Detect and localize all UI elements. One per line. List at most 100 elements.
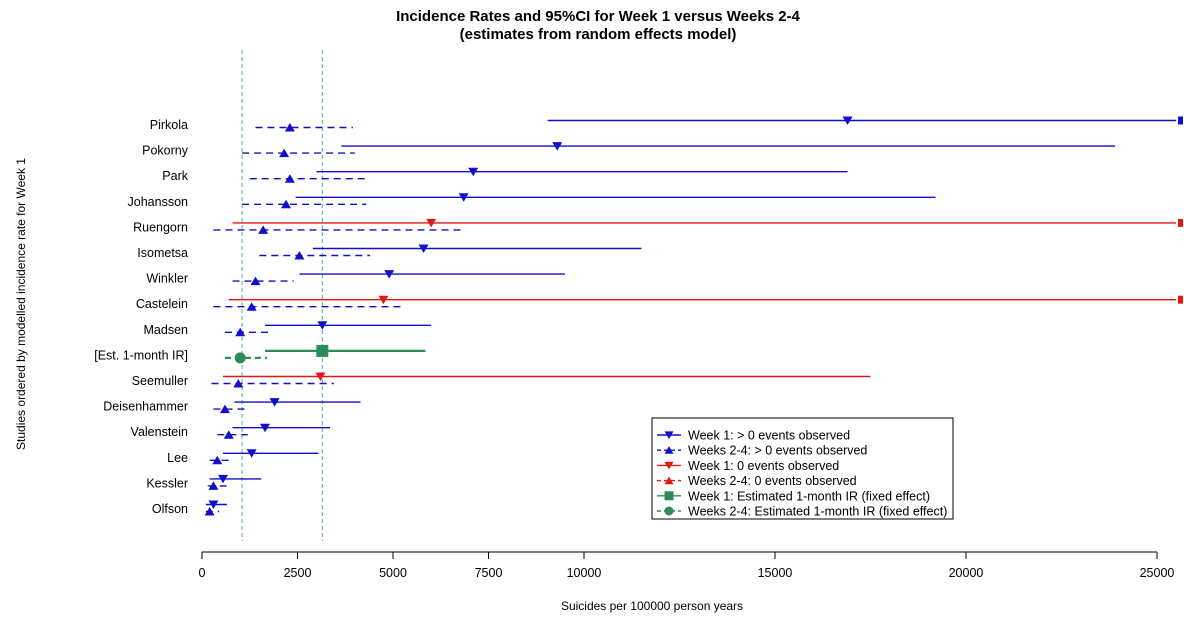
study-row [213, 295, 1183, 311]
legend-marker [664, 476, 674, 485]
study-label: Pokorny [142, 144, 189, 158]
weeks24-estimate-point [234, 352, 246, 364]
study-label: Pirkola [150, 118, 188, 132]
legend-entry: Week 1: > 0 events observed [657, 429, 850, 443]
week1-estimate-point [468, 167, 479, 177]
legend-label: Weeks 2-4: 0 events observed [688, 474, 857, 488]
week1-estimate-point [269, 398, 280, 407]
weeks24-estimate-point [294, 251, 305, 260]
legend-entry: Weeks 2-4: 0 events observed [657, 474, 857, 488]
x-axis-label: Suicides per 100000 person years [561, 599, 743, 613]
chart-subtitle: (estimates from random effects model) [460, 26, 737, 43]
legend-label: Week 1: 0 events observed [688, 459, 839, 473]
study-row [211, 372, 871, 388]
legend-marker [664, 506, 674, 516]
week1-estimate-point [315, 372, 326, 381]
study-label: Ruengorn [133, 220, 188, 234]
study-label: Johansson [128, 195, 189, 209]
reference-lines [241, 50, 323, 541]
week1-estimate-point [418, 244, 429, 253]
study-row [224, 321, 432, 337]
legend-marker [664, 491, 674, 501]
study-label: Seemuller [132, 374, 188, 388]
study-row [232, 270, 565, 286]
x-tick-label: 2500 [284, 566, 312, 580]
weeks24-estimate-point [250, 276, 261, 286]
y-axis-label: Studies ordered by modelled incidence ra… [14, 158, 28, 450]
study-label: Olfson [152, 502, 188, 516]
legend-marker [664, 461, 674, 470]
weeks24-estimate-point [246, 302, 257, 311]
weeks24-estimate-point [284, 123, 295, 132]
chart-title: Incidence Rates and 95%CI for Week 1 ver… [396, 8, 800, 25]
x-tick-label: 15000 [758, 566, 793, 580]
study-row [204, 500, 227, 516]
study-row [255, 116, 1183, 132]
week1-estimate-point [458, 193, 469, 202]
weeks24-estimate-point [208, 481, 219, 490]
weeks24-estimate-point [284, 174, 295, 183]
legend-entry: Week 1: 0 events observed [657, 459, 839, 473]
study-row [242, 193, 936, 209]
weeks24-estimate-point [219, 404, 230, 414]
study-label: Lee [167, 451, 188, 465]
study-label: Deisenhammer [103, 400, 188, 414]
week1-estimate-point [316, 344, 329, 357]
weeks24-estimate-point [204, 507, 215, 516]
study-row [259, 244, 642, 260]
week1-ci-cap [1178, 218, 1183, 227]
study-label: Valenstein [131, 425, 188, 439]
weeks24-estimate-point [235, 327, 246, 337]
week1-estimate-point [317, 321, 328, 330]
weeks24-estimate-point [233, 379, 244, 388]
week1-estimate-point [246, 449, 257, 458]
study-rows [204, 116, 1183, 516]
x-tick-label: 10000 [567, 566, 602, 580]
study-label: Park [162, 169, 188, 183]
study-label: Isometsa [137, 246, 188, 260]
legend-label: Week 1: > 0 events observed [688, 429, 850, 443]
legend-label: Weeks 2-4: > 0 events observed [688, 444, 867, 458]
weeks24-estimate-point [258, 225, 269, 234]
legend-marker [664, 431, 674, 440]
weeks24-estimate-point [279, 148, 290, 158]
x-tick-label: 5000 [379, 566, 407, 580]
week1-estimate-point [260, 423, 271, 433]
legend-label: Week 1: Estimated 1-month IR (fixed effe… [688, 489, 930, 503]
x-tick-label: 0 [199, 566, 206, 580]
weeks24-estimate-point [212, 455, 223, 465]
weeks24-estimate-point [281, 199, 292, 209]
week1-ci-cap [1178, 116, 1183, 125]
study-row [217, 423, 330, 439]
weeks24-estimate-point [223, 430, 234, 439]
study-row [213, 218, 1183, 234]
study-label: Winkler [146, 272, 188, 286]
study-row [213, 398, 361, 414]
legend-box [651, 417, 954, 520]
x-tick-label: 25000 [1140, 566, 1175, 580]
legend-marker [664, 446, 674, 454]
legend-entry: Week 1: Estimated 1-month IR (fixed effe… [657, 489, 930, 503]
week1-estimate-point [426, 218, 437, 228]
week1-estimate-point [842, 116, 853, 125]
week1-estimate-point [218, 474, 229, 484]
x-tick-label: 20000 [949, 566, 984, 580]
week1-estimate-point [378, 295, 389, 305]
week1-ci-cap [1178, 295, 1183, 304]
study-label: [Est. 1-month IR] [94, 348, 188, 362]
study-row [224, 344, 426, 364]
x-tick-label: 7500 [475, 566, 503, 580]
week1-estimate-point [552, 142, 563, 151]
week1-estimate-point [384, 270, 395, 279]
study-label: Castelein [136, 297, 188, 311]
study-row [249, 167, 848, 183]
study-row [207, 474, 262, 490]
study-labels: Pirkola Pokorny Park Johansson Ruengorn Isome… [94, 118, 189, 516]
study-row [242, 142, 1115, 158]
study-label: Madsen [144, 323, 189, 337]
legend-entry: Weeks 2-4: Estimated 1-month IR (fixed e… [657, 505, 947, 519]
study-label: Kessler [146, 476, 188, 490]
x-axis: 0 2500 5000 7500 10000 15000 20000 25000 [199, 551, 1175, 580]
